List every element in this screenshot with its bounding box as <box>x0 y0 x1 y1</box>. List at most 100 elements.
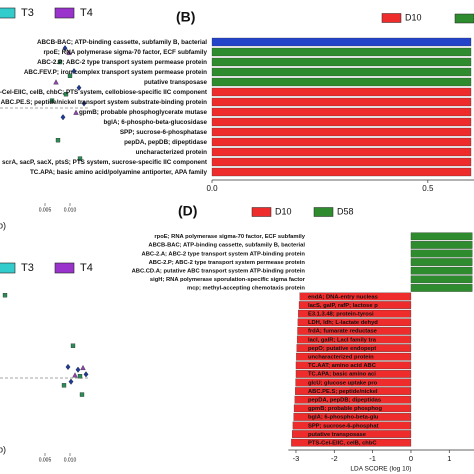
bar-label: sigH; RNA polymerase sporulation-specifi… <box>150 277 306 283</box>
x-axis-label: b) <box>0 220 6 230</box>
point <box>79 392 85 397</box>
bar-label: gpmB; probable phosphoglycerate mutase <box>79 109 208 116</box>
bar-label: SPP; sucrose-6-phosphatase <box>120 129 208 136</box>
bar-label: TC.AAT; amino acid ABC <box>308 363 377 369</box>
point <box>67 73 73 78</box>
point <box>83 371 89 378</box>
point <box>61 383 67 388</box>
x-tick-label: 1 <box>447 454 451 463</box>
bar-label: TC.APA; basic amino acid/polyamine antip… <box>30 169 208 176</box>
legend-label: T4 <box>80 262 93 274</box>
bar-label: bglA; 6-phospho-beta-glu <box>308 415 379 421</box>
legend-label: T3 <box>21 7 34 19</box>
point <box>49 98 55 103</box>
bar <box>292 421 412 430</box>
panel-title: (D) <box>178 203 197 219</box>
bar <box>298 309 412 318</box>
bar <box>296 335 412 344</box>
legend-label: T4 <box>80 7 93 19</box>
bar-label: ABCB-BAC; ATP-binding cassette, subfamil… <box>37 39 207 46</box>
bar <box>410 284 473 292</box>
bar <box>211 57 472 67</box>
legend-swatch-cut <box>454 13 474 24</box>
point <box>68 378 74 385</box>
legend-swatch <box>251 207 272 217</box>
point <box>65 363 71 371</box>
bar-label: endA; DNA-entry nucleas <box>308 294 378 300</box>
bar <box>291 430 412 438</box>
x-tick-label: -2 <box>331 454 338 463</box>
point <box>57 59 63 65</box>
bar-label: ABC.PE.S; peptide/nickel transport syste… <box>1 99 208 106</box>
point <box>73 109 79 115</box>
legend-label: D58 <box>337 206 354 216</box>
point <box>80 364 86 371</box>
legend-swatch <box>0 262 16 274</box>
bar-label: LDH, ldh; L-lactate dehyd <box>308 320 378 326</box>
bar <box>293 404 412 413</box>
x-tick-label: 0.5 <box>422 184 434 193</box>
point <box>75 366 81 373</box>
x-tick-label: 0.010 <box>64 457 77 463</box>
bar <box>211 87 472 97</box>
legend-swatch <box>381 13 402 23</box>
bar-label: ABC-2.A; ABC-2 type transport system ATP… <box>142 251 306 257</box>
point <box>70 343 76 348</box>
legend-swatch <box>54 7 75 19</box>
x-tick-label: 0.005 <box>39 207 52 213</box>
bar <box>410 241 473 249</box>
bar-label: pepDA, pepDB; dipeptidas <box>308 398 381 404</box>
bar <box>211 47 472 57</box>
bar <box>297 327 412 335</box>
bar <box>211 77 472 87</box>
bar-label: putative transposase <box>308 432 367 438</box>
x-tick-label: 0.010 <box>64 207 77 213</box>
panel-title: (B) <box>176 9 195 25</box>
bar-label: uncharacterized protein <box>136 149 208 156</box>
bar <box>211 137 472 147</box>
point <box>53 79 59 85</box>
bar-label: putative transposase <box>144 79 207 86</box>
bar <box>211 167 472 177</box>
bar <box>211 67 472 77</box>
x-tick-label: -3 <box>293 454 300 463</box>
bar <box>410 258 473 266</box>
bar-label: PTS-Cel-EIIC, celB, chbC <box>308 441 377 447</box>
point <box>55 138 61 143</box>
bar-label: SPP; sucrose-6-phosphat <box>308 423 379 429</box>
bar <box>211 107 472 117</box>
bar <box>211 147 472 157</box>
x-axis-label: LDA SCORE (log 10) <box>350 466 411 473</box>
bar <box>295 370 412 378</box>
legend-label: T3 <box>21 262 34 274</box>
bar-label: mcp; methyl-accepting chemotaxis protein <box>187 286 305 292</box>
bar <box>293 413 412 421</box>
bar <box>295 387 412 395</box>
x-tick-label: 0.0 <box>206 184 218 193</box>
bar <box>410 232 473 241</box>
bar <box>211 117 472 127</box>
point <box>77 374 83 379</box>
legend-swatch <box>0 7 16 19</box>
bar-label: ABC.CD.A; putative ABC transport system … <box>132 269 306 275</box>
point <box>66 49 72 55</box>
bar-label: glcU; glucose uptake pro <box>308 380 378 386</box>
bar <box>211 97 472 107</box>
bar-label: PTS-Cel-EIIC, celB, chbC; PTS system, ce… <box>0 89 208 96</box>
bar-label: pepO; putative endopept <box>308 346 376 352</box>
point <box>71 68 77 75</box>
legend-swatch <box>54 262 75 274</box>
bar-label: uncharacterized protein <box>308 355 374 361</box>
x-tick-label: 0.005 <box>39 457 52 463</box>
bar <box>295 378 412 387</box>
x-axis-label: b) <box>0 444 6 454</box>
bar <box>299 292 412 301</box>
legend-swatch <box>313 207 334 217</box>
bar <box>211 157 472 167</box>
bar-label: ABC.FEV.P; iron complex transport system… <box>24 69 207 76</box>
bar <box>410 249 473 258</box>
bar <box>298 301 412 309</box>
bar <box>291 438 412 447</box>
point <box>62 45 68 52</box>
